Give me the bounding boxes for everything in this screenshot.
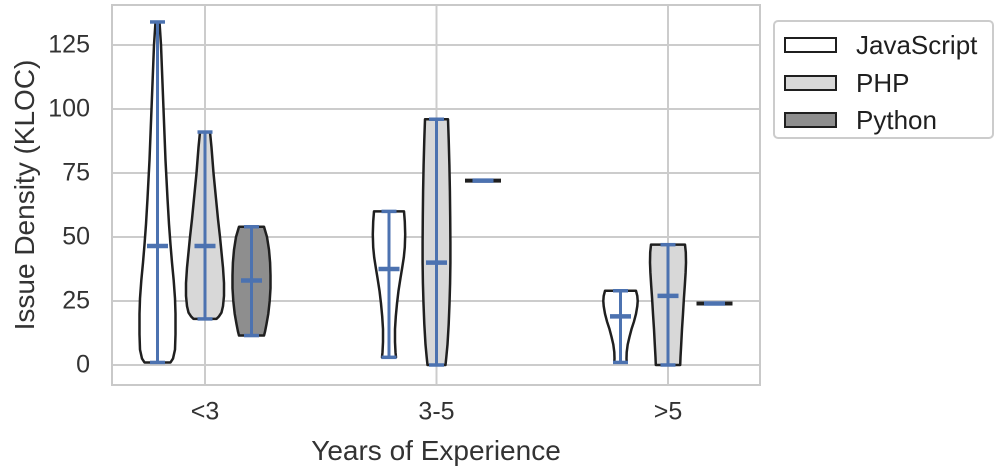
violin-javascript--3 xyxy=(138,20,177,365)
legend-swatch-python xyxy=(784,112,837,128)
violin-php--3 xyxy=(184,130,226,321)
ytick-50: 50 xyxy=(62,222,90,251)
legend-label-php: PHP xyxy=(856,67,910,98)
legend-row-python: Python xyxy=(775,106,992,134)
legend-row-javascript: JavaScript xyxy=(775,31,992,59)
ytick-25: 25 xyxy=(62,286,90,315)
ytick-100: 100 xyxy=(48,94,90,123)
violin-php-3-5 xyxy=(421,117,452,367)
ytick-125: 125 xyxy=(48,30,90,59)
violin-php--5 xyxy=(648,242,688,367)
legend: JavaScript PHP Python xyxy=(773,20,994,139)
violin-python--3 xyxy=(231,225,272,338)
legend-swatch-javascript xyxy=(784,37,837,53)
legend-label-python: Python xyxy=(856,105,937,135)
axes-spines xyxy=(111,4,761,386)
xtick-gt5: >5 xyxy=(653,397,683,426)
xtick-3-5: 3-5 xyxy=(418,397,455,426)
y-axis-label: Issue Density (KLOC) xyxy=(9,59,40,331)
legend-swatch-php xyxy=(784,74,837,91)
violin-javascript--5 xyxy=(602,289,639,365)
xtick-lt3: <3 xyxy=(190,397,220,426)
violin-javascript-3-5 xyxy=(371,209,407,360)
legend-label-javascript: JavaScript xyxy=(856,30,978,60)
x-axis-label: Years of Experience xyxy=(311,435,561,466)
ytick-75: 75 xyxy=(62,158,90,187)
legend-row-php: PHP xyxy=(775,69,992,97)
ytick-0: 0 xyxy=(76,350,90,379)
